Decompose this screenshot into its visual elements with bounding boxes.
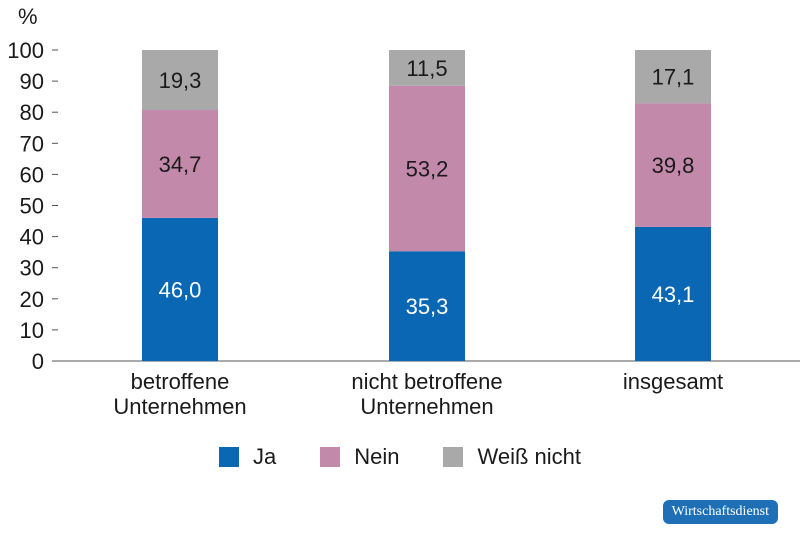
data-label: 11,5: [406, 56, 447, 81]
legend-swatch-nein: [320, 447, 341, 467]
data-label: 53,2: [406, 156, 449, 181]
y-tick-label: 30: [20, 256, 44, 281]
y-tick-label: 100: [7, 38, 44, 63]
bars: 46,0 34,7 19,3 35,3 53,2 11,5 43,1 39,8 17,1: [142, 50, 711, 361]
y-tick-label: 10: [20, 318, 44, 343]
legend-item-ja: Ja: [218, 444, 277, 470]
legend: Ja Nein Weiß nicht: [0, 444, 800, 470]
category-label: betroffene: [131, 369, 230, 394]
legend-label-weiss-nicht: Weiß nicht: [477, 444, 581, 469]
data-label: 46,0: [159, 277, 202, 302]
category-label: insgesamt: [623, 369, 723, 394]
y-tick-label: 20: [20, 287, 44, 312]
y-tick-label: 50: [20, 194, 44, 219]
data-label: 39,8: [652, 153, 695, 178]
y-tick-label: 40: [20, 225, 44, 250]
y-tick-label: 60: [20, 162, 44, 187]
data-label: 19,3: [159, 68, 202, 93]
y-axis-unit: %: [18, 4, 38, 29]
bar-segment-ja-1: [389, 251, 465, 361]
stacked-bar-chart: % 0 10 20 30 40 50 60 70 80 90 100 46,0 34,7 19,3 35,…: [7, 4, 800, 419]
bar-segment-nein-1: [389, 85, 465, 252]
bar-segment-ja-2: [635, 226, 711, 361]
y-tick-label: 80: [20, 100, 44, 125]
bar-segment-ja-0: [142, 217, 218, 361]
category-label: Unternehmen: [113, 394, 246, 419]
data-label: 17,1: [652, 65, 695, 90]
bar-segment-nein-2: [635, 103, 711, 227]
legend-label-ja: Ja: [252, 444, 277, 469]
category-label: nicht betroffene: [351, 369, 502, 394]
y-tick-label: 90: [20, 69, 44, 94]
data-label: 43,1: [652, 282, 695, 307]
legend-label-nein: Nein: [354, 444, 400, 469]
source-badge: Wirtschaftsdienst: [662, 500, 778, 524]
y-tick-label: 0: [32, 349, 44, 374]
legend-swatch-weiss-nicht: [443, 447, 464, 467]
bar-segment-wei-nicht-1: [389, 50, 465, 86]
y-tick-label: 70: [20, 131, 44, 156]
legend-swatch-ja: [218, 447, 239, 467]
data-label: 35,3: [406, 294, 449, 319]
y-axis-ticks: 0 10 20 30 40 50 60 70 80 90 100: [7, 38, 58, 374]
bar-segment-wei-nicht-0: [142, 50, 218, 111]
bar-segment-wei-nicht-2: [635, 50, 711, 104]
bar-segment-nein-0: [142, 110, 218, 218]
data-label: 34,7: [159, 152, 202, 177]
category-label: Unternehmen: [360, 394, 493, 419]
legend-item-nein: Nein: [320, 444, 399, 470]
legend-item-weiss-nicht: Weiß nicht: [443, 444, 581, 470]
